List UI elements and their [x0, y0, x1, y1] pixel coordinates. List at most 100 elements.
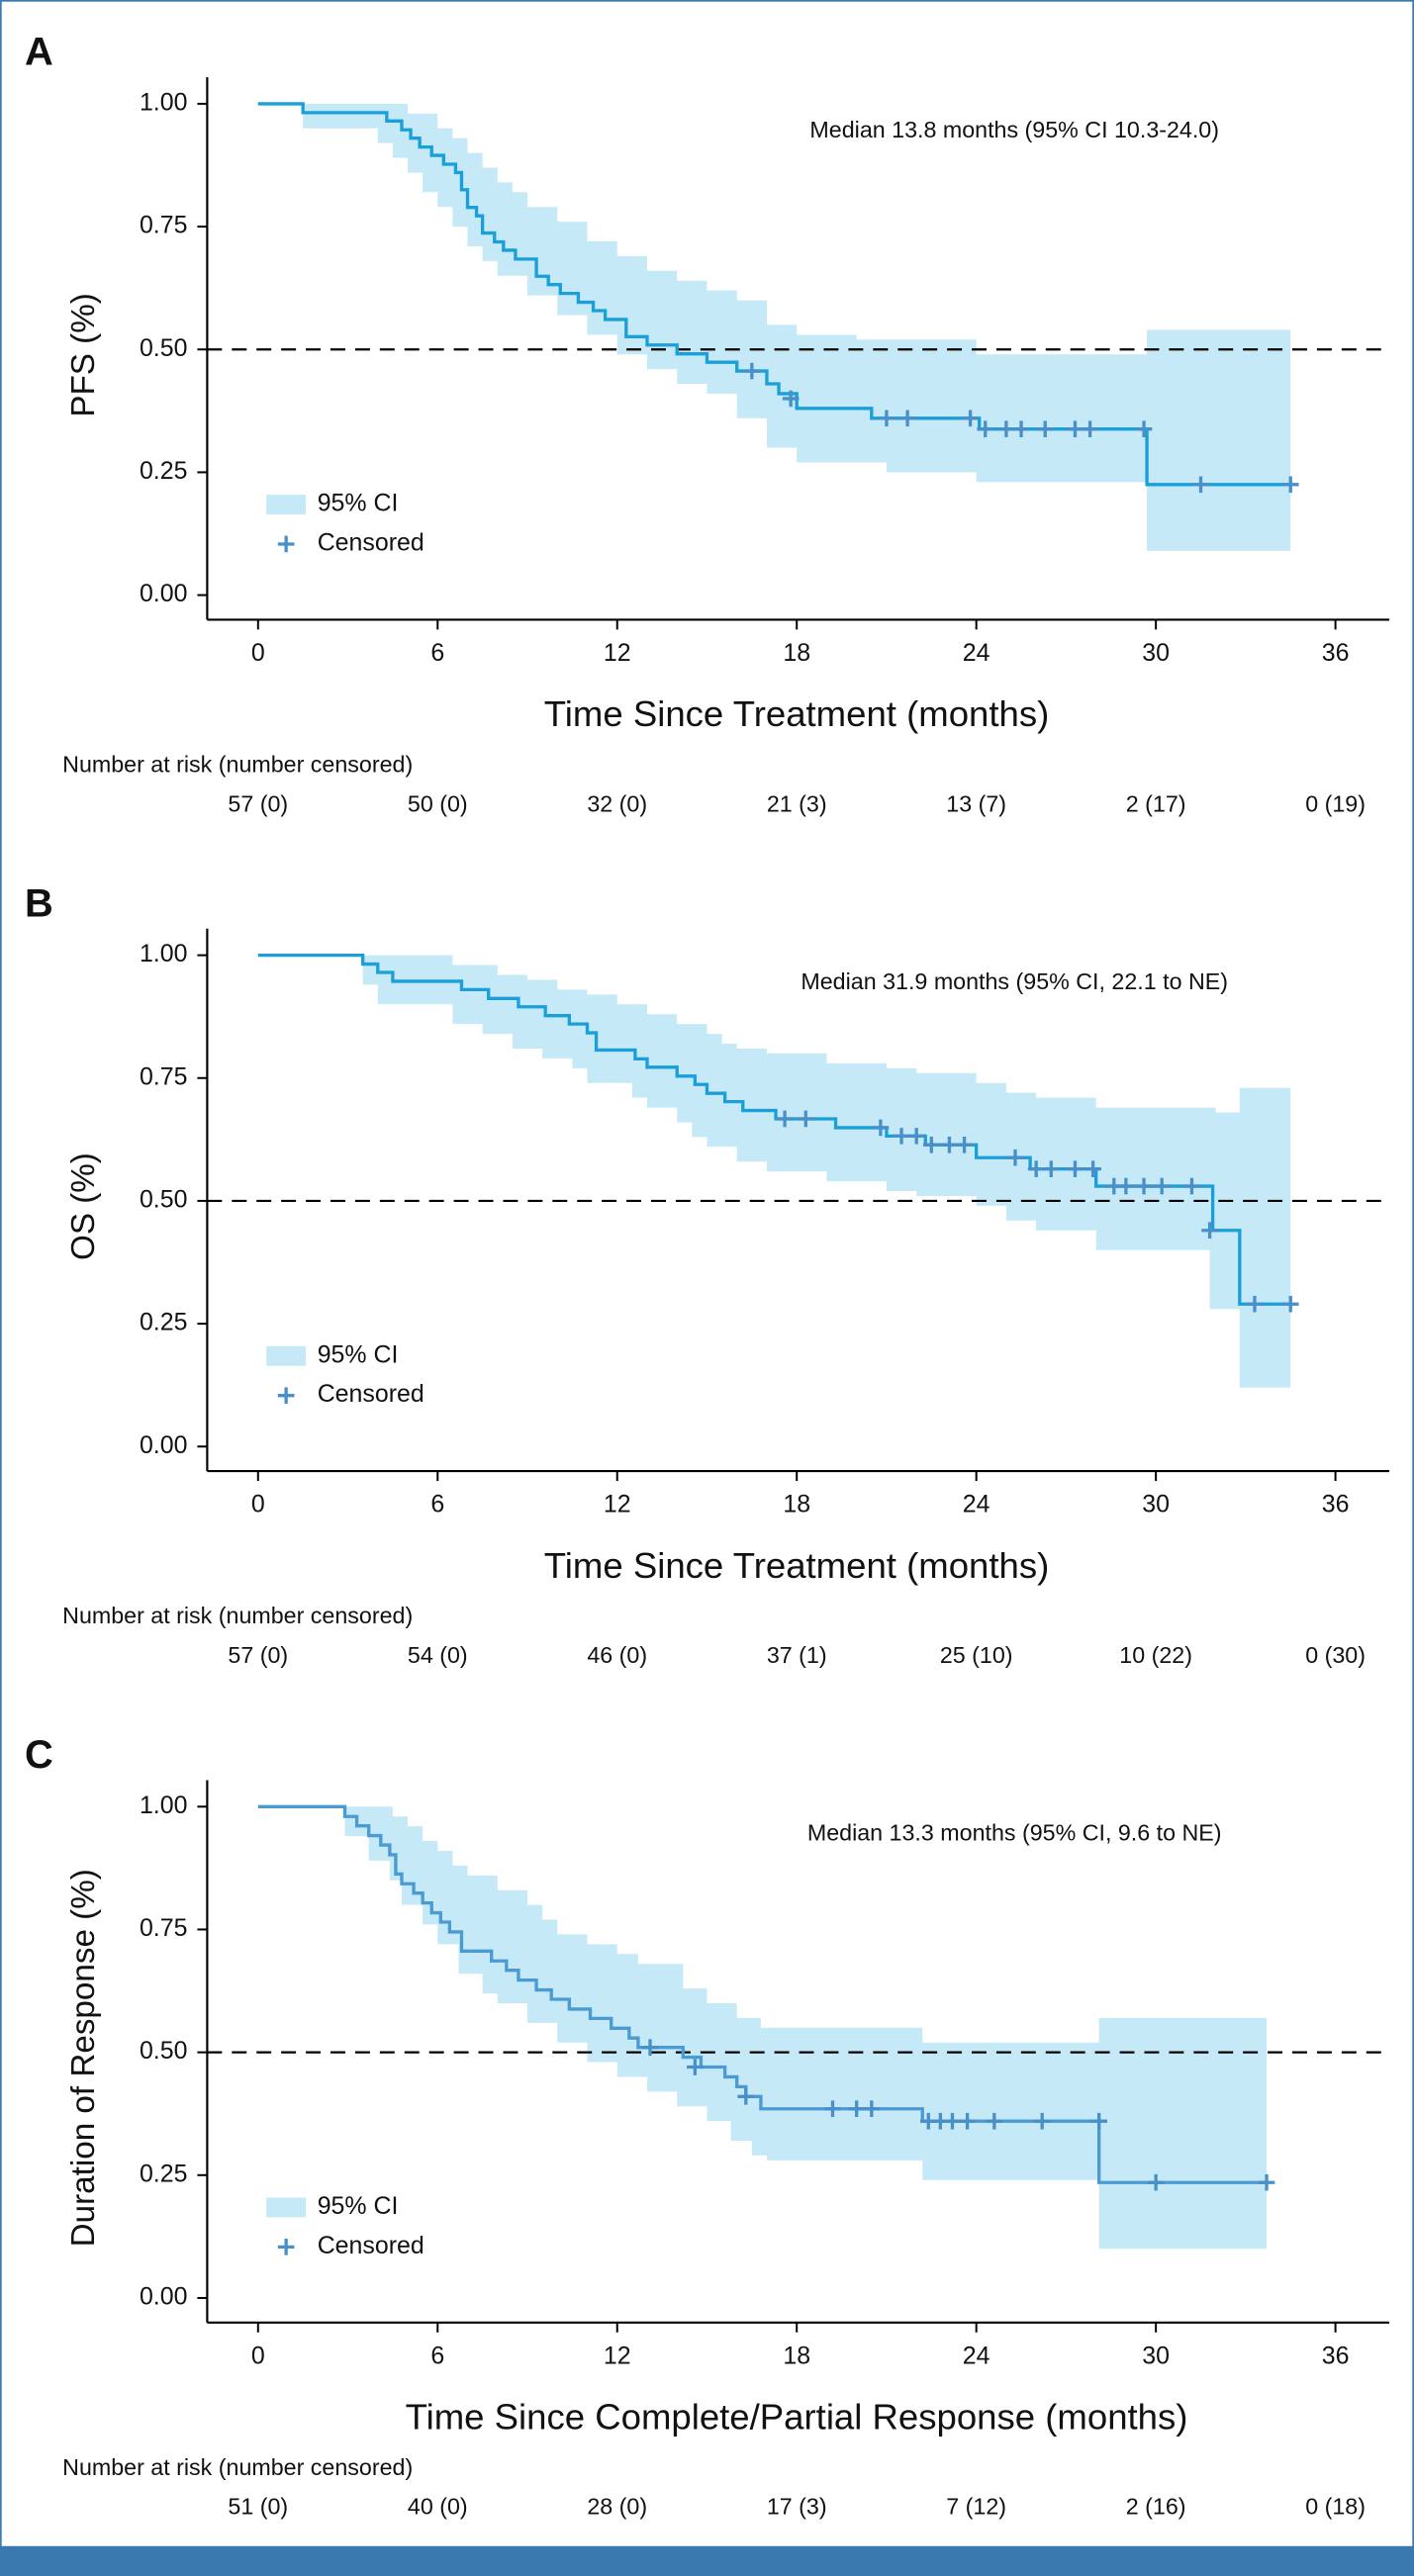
censor-mark	[872, 1119, 890, 1137]
x-tick-label: 12	[604, 2342, 631, 2369]
risk-count: 57 (0)	[228, 1642, 288, 1668]
risk-count: 0 (30)	[1305, 1642, 1366, 1668]
censor-mark	[944, 2112, 961, 2130]
censor-mark	[907, 1128, 925, 1145]
risk-count: 7 (12)	[946, 2494, 1006, 2520]
censor-mark	[1183, 1177, 1200, 1195]
censor-mark	[1192, 476, 1209, 494]
censor-mark	[1067, 420, 1084, 438]
censor-mark	[898, 410, 916, 427]
censor-mark	[1067, 1160, 1084, 1177]
x-tick-label: 0	[251, 2342, 265, 2369]
x-tick-label: 18	[783, 639, 810, 667]
survival-curve	[257, 953, 1291, 1306]
y-tick-label: 0.50	[140, 334, 187, 362]
y-tick-label: 0.25	[140, 2160, 187, 2187]
x-tick-label: 6	[430, 639, 444, 667]
censor-mark	[1084, 1160, 1101, 1177]
legend-marker	[277, 2239, 295, 2255]
panel-label: B	[25, 881, 53, 925]
legend-label: 95% CI	[318, 2192, 399, 2220]
risk-table-title: Number at risk (number censored)	[62, 751, 413, 777]
censor-mark	[1135, 1177, 1153, 1195]
y-tick-label: 0.50	[140, 2037, 187, 2065]
risk-count: 10 (22)	[1119, 1642, 1192, 1668]
risk-count: 25 (10)	[940, 1642, 1013, 1668]
y-tick-label: 0.25	[140, 457, 187, 485]
y-tick-label: 0.25	[140, 1309, 187, 1336]
censor-mark	[1006, 1149, 1024, 1166]
censor-mark	[1117, 1177, 1135, 1195]
legend-label: Censored	[318, 529, 424, 557]
legend-swatch	[266, 2197, 307, 2218]
censor-mark	[1281, 1295, 1299, 1313]
censor-mark	[1153, 1177, 1171, 1195]
x-tick-label: 36	[1322, 2342, 1350, 2369]
censor-mark	[977, 420, 994, 438]
y-tick-label: 1.00	[140, 940, 187, 967]
y-tick-label: 0.50	[140, 1186, 187, 1214]
ci-band	[257, 1806, 1268, 2250]
x-axis-label: Time Since Treatment (months)	[544, 693, 1049, 734]
y-axis-label: PFS (%)	[65, 293, 102, 417]
panel-label: A	[25, 31, 53, 74]
censor-mark	[962, 410, 979, 427]
legend-label: Censored	[318, 2232, 424, 2259]
x-tick-label: 18	[783, 1491, 810, 1518]
risk-count: 2 (16)	[1126, 2494, 1186, 2520]
censor-mark	[986, 2112, 1003, 2130]
risk-table-title: Number at risk (number censored)	[62, 1603, 413, 1628]
y-tick-label: 0.00	[140, 1431, 187, 1459]
risk-table-title: Number at risk (number censored)	[62, 2454, 413, 2480]
legend-swatch	[266, 1345, 307, 1366]
risk-count: 46 (0)	[587, 1642, 647, 1668]
x-tick-label: 6	[430, 2342, 444, 2369]
censor-mark	[1090, 2112, 1107, 2130]
risk-count: 0 (19)	[1305, 790, 1366, 816]
x-tick-label: 12	[604, 639, 631, 667]
censor-mark	[941, 1137, 958, 1153]
censor-mark	[743, 362, 761, 380]
footer-bar	[0, 2545, 1414, 2576]
censor-mark	[1281, 476, 1299, 494]
risk-count: 50 (0)	[408, 790, 468, 816]
censor-mark	[1147, 2173, 1165, 2191]
risk-count: 32 (0)	[587, 790, 647, 816]
annotation: Median 13.3 months (95% CI, 9.6 to NE)	[807, 1819, 1222, 1845]
annotation: Median 31.9 months (95% CI, 22.1 to NE)	[801, 968, 1228, 994]
legend-label: 95% CI	[318, 1340, 399, 1368]
legend-swatch	[266, 495, 307, 515]
censor-mark	[1033, 2112, 1051, 2130]
panel-label: C	[25, 1733, 53, 1777]
y-tick-label: 0.75	[140, 1914, 187, 1942]
censor-mark	[848, 2100, 866, 2118]
risk-count: 21 (3)	[767, 790, 827, 816]
y-tick-label: 1.00	[140, 1792, 187, 1819]
censor-mark	[959, 2112, 976, 2130]
censor-mark	[641, 2039, 659, 2056]
x-tick-label: 0	[251, 639, 265, 667]
survival-curve	[257, 1804, 1268, 2184]
y-tick-label: 0.75	[140, 212, 187, 239]
x-axis-label: Time Since Treatment (months)	[544, 1545, 1049, 1586]
y-axis-label: Duration of Response (%)	[65, 1869, 102, 2247]
censor-mark	[1042, 1160, 1060, 1177]
x-tick-label: 18	[783, 2342, 810, 2369]
censor-mark	[1258, 2173, 1275, 2191]
risk-count: 28 (0)	[587, 2494, 647, 2520]
risk-count: 17 (3)	[767, 2494, 827, 2520]
y-axis-label: OS (%)	[65, 1152, 102, 1260]
censor-mark	[922, 1137, 940, 1153]
censor-mark	[893, 1128, 910, 1145]
legend-label: 95% CI	[318, 490, 399, 517]
risk-count: 0 (18)	[1305, 2494, 1366, 2520]
x-tick-label: 36	[1322, 639, 1350, 667]
censor-mark	[1036, 420, 1054, 438]
x-axis-label: Time Since Complete/Partial Response (mo…	[406, 2396, 1188, 2437]
censor-mark	[1012, 420, 1030, 438]
x-tick-label: 30	[1142, 2342, 1170, 2369]
risk-count: 2 (17)	[1126, 790, 1186, 816]
risk-count: 40 (0)	[408, 2494, 468, 2520]
legend-label: Censored	[318, 1380, 424, 1408]
